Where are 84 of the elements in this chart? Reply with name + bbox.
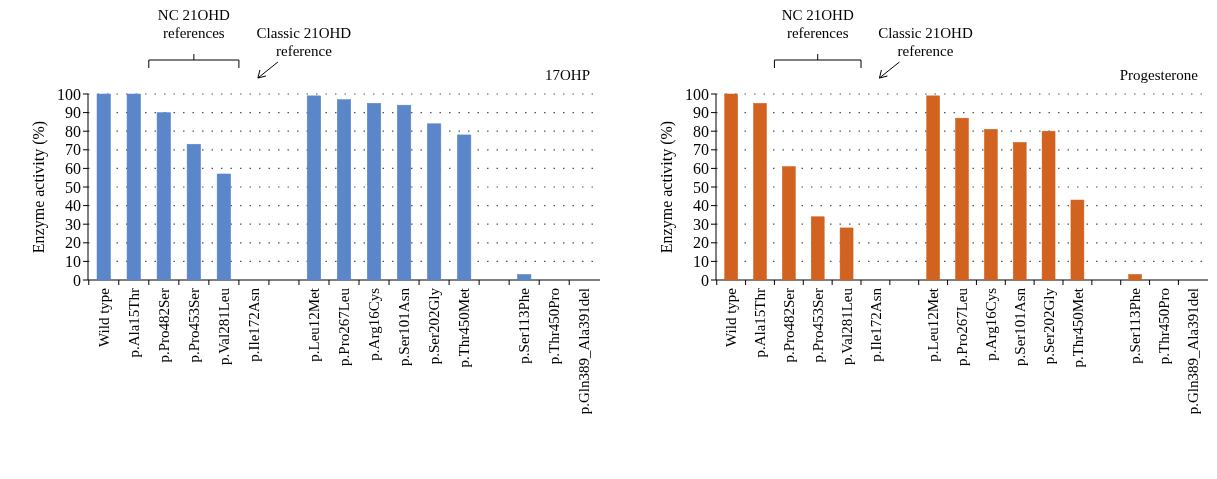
x-tick-label: p.Thr450Met xyxy=(456,287,473,368)
bar xyxy=(367,103,382,281)
x-tick-label: p.Ser101Asn xyxy=(396,287,413,366)
x-tick-label: p.Thr450Met xyxy=(1069,287,1086,368)
y-tick-label: 30 xyxy=(65,215,81,233)
y-tick-label: 20 xyxy=(65,234,81,252)
bar xyxy=(753,103,767,281)
y-tick-label: 80 xyxy=(693,122,709,140)
x-tick-label: p.Ile172Asn xyxy=(246,287,263,362)
text: NC 21OHD references xyxy=(157,7,231,41)
bar xyxy=(782,166,796,281)
x-tick-label: p.Gln389_Ala391del xyxy=(576,288,593,415)
x-tick-label: Wild type xyxy=(723,287,740,347)
x-tick-label: p.Pro267Leu xyxy=(336,287,353,366)
y-tick-label: 10 xyxy=(65,253,81,270)
y-tick-label: 90 xyxy=(693,104,709,122)
x-tick-label: p.Val281Leu xyxy=(216,287,233,366)
bar xyxy=(839,227,854,281)
y-tick-label: 70 xyxy=(65,141,81,159)
y-tick-label: 100 xyxy=(685,85,709,103)
bar xyxy=(810,216,825,281)
x-tick-label: p.Pro482Ser xyxy=(156,288,173,363)
x-tick-label: p.Pro482Ser xyxy=(781,288,798,363)
y-tick-label: 0 xyxy=(701,271,709,289)
y-tick-label: 50 xyxy=(693,178,709,196)
x-tick-label: p.Arg16Cys xyxy=(983,287,1000,361)
bar xyxy=(1128,274,1142,281)
bar xyxy=(1012,142,1027,281)
x-tick-label: p.Arg16Cys xyxy=(366,287,383,361)
y-axis-title: Enzyme activity (%) xyxy=(30,120,48,254)
y-tick-label: 40 xyxy=(693,197,709,215)
y-tick-label: 10 xyxy=(693,253,709,270)
y-tick-label: 20 xyxy=(693,234,709,252)
x-tick-label: p.Pro267Leu xyxy=(954,287,971,366)
x-tick-label: Wild type xyxy=(96,287,113,347)
bar xyxy=(156,112,171,281)
text: NC 21OHD references xyxy=(781,7,854,41)
y-tick-label: 60 xyxy=(693,160,709,177)
x-tick-label: p.Ser101Asn xyxy=(1011,287,1028,366)
text: Classic 21OHD reference xyxy=(878,25,973,59)
x-tick-label: p.Gln389_Ala391del xyxy=(1185,288,1202,415)
bar xyxy=(306,95,321,281)
y-tick-label: 0 xyxy=(73,271,81,289)
y-tick-label: 50 xyxy=(65,178,81,196)
chart-title: Progesterone xyxy=(1119,67,1199,83)
y-tick-label: 70 xyxy=(693,141,709,159)
x-tick-label: p.Ser202Gly xyxy=(426,287,443,365)
x-tick-label: p.Ile172Asn xyxy=(867,287,884,362)
chart-title: 17OHP xyxy=(544,67,590,83)
x-tick-label: p.Ala15Thr xyxy=(752,288,769,358)
bar xyxy=(457,134,472,281)
y-tick-label: 40 xyxy=(65,197,81,215)
bar xyxy=(427,123,442,281)
bar xyxy=(1041,130,1056,281)
x-tick-label: p.Ala15Thr xyxy=(126,288,143,358)
x-tick-label: p.Val281Leu xyxy=(838,287,855,366)
bar xyxy=(1070,199,1085,281)
x-tick-label: p.Leu12Met xyxy=(925,287,942,362)
x-tick-label: p.Thr450Pro xyxy=(546,288,563,365)
x-tick-label: p.Pro453Ser xyxy=(186,288,203,363)
y-tick-label: 30 xyxy=(693,215,709,233)
y-tick-label: 80 xyxy=(65,122,81,140)
x-tick-label: p.Ser113Phe xyxy=(516,287,533,364)
text: Classic 21OHD reference xyxy=(256,25,352,59)
y-axis-title: Enzyme activity (%) xyxy=(658,120,676,254)
bar xyxy=(96,93,111,281)
bar xyxy=(216,173,231,281)
bar xyxy=(724,93,738,281)
x-tick-label: p.Ser202Gly xyxy=(1040,287,1057,365)
bar xyxy=(336,99,352,281)
x-tick-label: p.Leu12Met xyxy=(306,287,323,362)
bar xyxy=(186,143,201,281)
y-tick-label: 90 xyxy=(65,104,81,122)
y-tick-label: 100 xyxy=(57,85,81,103)
bar xyxy=(397,104,412,281)
x-tick-label: p.Pro453Ser xyxy=(809,288,826,363)
bar xyxy=(926,95,940,281)
x-tick-label: p.Ser113Phe xyxy=(1127,287,1144,364)
bar xyxy=(517,274,532,281)
x-tick-label: p.Thr450Pro xyxy=(1156,288,1173,365)
bar xyxy=(126,93,141,281)
bar xyxy=(955,117,969,281)
y-tick-label: 60 xyxy=(65,160,81,177)
bar xyxy=(984,129,998,281)
